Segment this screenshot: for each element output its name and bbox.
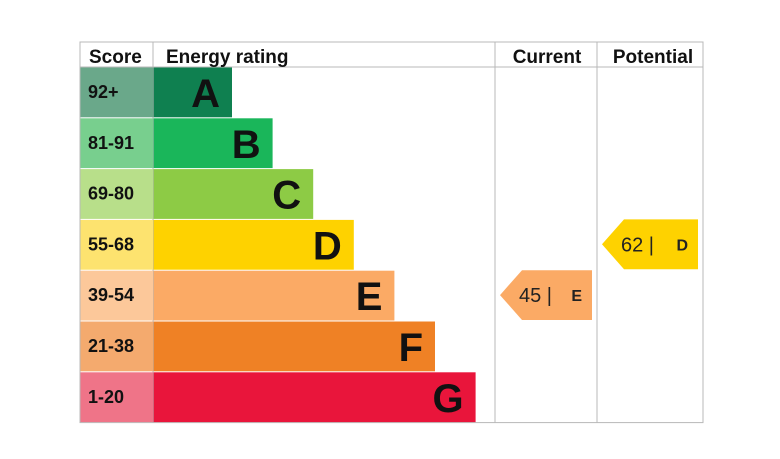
band-f: 21-38 F <box>80 321 435 372</box>
score-cell <box>80 219 153 270</box>
current-rating-arrow: 45 | E <box>500 270 592 320</box>
header-current: Current <box>513 47 582 68</box>
rating-arrow-value: 45 | <box>519 285 552 307</box>
rating-arrow-letter: E <box>571 288 582 305</box>
rating-letter: D <box>313 224 342 268</box>
rating-letter: B <box>232 123 261 167</box>
score-cell <box>80 270 153 321</box>
score-cell <box>80 169 153 219</box>
rating-bar <box>153 118 273 169</box>
rating-bar <box>153 321 435 372</box>
score-range-label: 69-80 <box>88 184 134 204</box>
score-cell <box>80 321 153 372</box>
band-c: 69-80 C <box>80 169 314 219</box>
header-energy-rating: Energy rating <box>166 47 288 68</box>
header-potential: Potential <box>613 47 693 68</box>
score-cell <box>80 118 153 169</box>
potential-rating-arrow: 62 | D <box>602 219 698 270</box>
score-range-label: 1-20 <box>88 387 124 407</box>
rating-arrow-letter: D <box>676 237 688 254</box>
score-range-label: 21-38 <box>88 336 134 356</box>
band-a: 92+ A <box>80 67 232 118</box>
rating-letter: A <box>191 72 220 116</box>
rating-letter: C <box>272 174 301 218</box>
rating-arrow-shape <box>500 270 592 320</box>
rating-bar <box>153 169 314 219</box>
rating-letter: E <box>356 275 383 319</box>
score-range-label: 55-68 <box>88 234 134 254</box>
rating-bar <box>153 270 395 321</box>
score-range-label: 81-91 <box>88 133 134 153</box>
rating-letter: F <box>399 326 423 370</box>
rating-bands: 92+ A 81-91 B 69-80 C 55-68 D 39-54 E 21-38 F 1-20 G <box>80 67 476 423</box>
rating-bar <box>153 67 232 118</box>
band-e: 39-54 E <box>80 270 395 321</box>
rating-arrow-value: 62 | <box>621 234 654 256</box>
header-score: Score <box>89 47 142 68</box>
band-g: 1-20 G <box>80 372 476 423</box>
score-range-label: 39-54 <box>88 285 134 305</box>
score-cell <box>80 67 153 118</box>
score-cell <box>80 372 153 423</box>
band-b: 81-91 B <box>80 118 273 169</box>
score-range-label: 92+ <box>88 82 119 102</box>
rating-bar <box>153 372 476 423</box>
rating-letter: G <box>432 377 463 421</box>
rating-bar <box>153 219 354 270</box>
band-d: 55-68 D <box>80 219 354 270</box>
rating-arrow-shape <box>602 219 698 270</box>
table-border <box>79 41 704 424</box>
